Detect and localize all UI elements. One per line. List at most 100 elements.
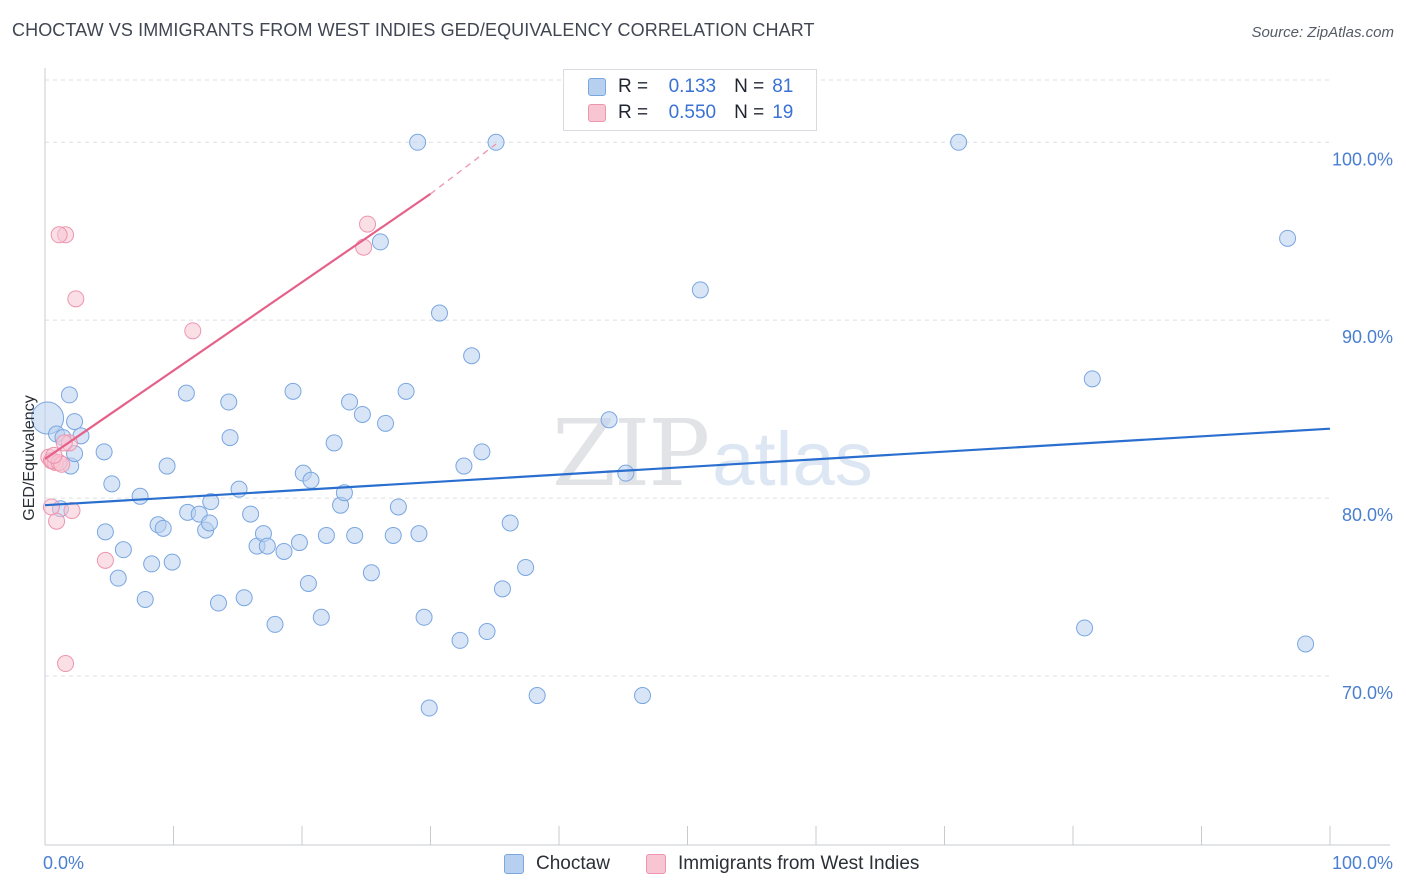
y-tick-label: 80.0% [1342, 505, 1393, 525]
west-indies-point [355, 238, 373, 256]
stats-legend: R = 0.133 N = 81 R = 0.550 N = 19 [563, 69, 817, 131]
bottom-legend-west-indies[interactable]: Immigrants from West Indies [646, 851, 919, 877]
source-credit: Source: ZipAtlas.com [1251, 24, 1394, 41]
legend-swatch-choctaw [588, 78, 606, 96]
choctaw-point [420, 699, 438, 717]
choctaw-point [517, 558, 535, 576]
bottom-legend-swatch-west-indies [646, 854, 666, 874]
choctaw-point [473, 443, 491, 461]
west-indies-point [48, 512, 66, 530]
choctaw-point [1083, 370, 1101, 388]
choctaw-trend-line [44, 427, 1331, 507]
choctaw-point [478, 623, 496, 641]
choctaw-point [353, 405, 371, 423]
choctaw-point [66, 413, 84, 431]
choctaw-point [258, 537, 276, 555]
choctaw-point [617, 464, 635, 482]
legend-r-label: R = [618, 76, 649, 97]
choctaw-point [158, 457, 176, 475]
choctaw-point [384, 526, 402, 544]
legend-n-label: N = [734, 102, 765, 123]
choctaw-point [220, 393, 238, 411]
west-indies-point [55, 434, 73, 452]
choctaw-point [209, 594, 227, 612]
west-indies-trend-extension [430, 143, 497, 195]
choctaw-point [96, 523, 114, 541]
choctaw-point [410, 525, 428, 543]
choctaw-point [341, 393, 359, 411]
choctaw-point [1076, 619, 1094, 637]
choctaw-point [362, 564, 380, 582]
choctaw-point [299, 574, 317, 592]
choctaw-point [409, 133, 427, 151]
choctaw-point [154, 519, 172, 537]
bottom-legend-swatch-choctaw [504, 854, 524, 874]
west-indies-point [67, 290, 85, 308]
choctaw-point [163, 553, 181, 571]
y-axis-title: GED/Equivalency [21, 395, 38, 520]
bottom-legend-label-choctaw: Choctaw [536, 853, 610, 874]
tick-labels: 70.0% 80.0% 90.0% 100.0% 0.0% 100.0% [43, 149, 1393, 873]
legend-n-label: N = [734, 76, 765, 97]
choctaw-point [335, 484, 353, 502]
west-indies-point [57, 655, 75, 673]
legend-r-value-choctaw: 0.133 [668, 76, 717, 97]
choctaw-point [290, 534, 308, 552]
choctaw-point [302, 471, 320, 489]
choctaw-point [325, 434, 343, 452]
choctaw-point [600, 411, 618, 429]
west-indies-trend-line [44, 192, 432, 460]
choctaw-point [493, 580, 511, 598]
y-tick-label: 70.0% [1342, 683, 1393, 703]
legend-r-label: R = [618, 102, 649, 123]
choctaw-point [430, 304, 448, 322]
choctaw-point [114, 541, 132, 559]
choctaw-point [202, 493, 220, 511]
choctaw-point [177, 384, 195, 402]
watermark-zip: ZIP [552, 400, 710, 507]
choctaw-point [691, 281, 709, 299]
legend-swatch-west-indies [588, 104, 606, 122]
legend-n-value-west-indies: 19 [772, 102, 794, 123]
choctaw-point [451, 631, 469, 649]
choctaw-point [1297, 635, 1315, 653]
choctaw-point [136, 590, 154, 608]
choctaw-point [131, 487, 149, 505]
west-indies-point [42, 498, 60, 516]
legend-row-choctaw: R = 0.133 N = 81 [588, 74, 793, 100]
data-points [31, 133, 1315, 717]
choctaw-point [109, 569, 127, 587]
choctaw-point [317, 526, 335, 544]
choctaw-point [371, 233, 389, 251]
watermark: ZIPatlas [552, 400, 873, 507]
bottom-legend-choctaw[interactable]: Choctaw [504, 851, 610, 877]
choctaw-point [103, 475, 121, 493]
choctaw-point [266, 615, 284, 633]
choctaw-point [200, 514, 218, 532]
watermark-atlas: atlas [712, 417, 873, 502]
choctaw-point [950, 133, 968, 151]
choctaw-point [463, 347, 481, 365]
west-indies-point [96, 551, 114, 569]
gridlines [45, 79, 1330, 677]
bottom-legend-label-west-indies: Immigrants from West Indies [678, 853, 920, 874]
choctaw-point [487, 133, 505, 151]
choctaw-point [346, 526, 364, 544]
choctaw-point [235, 589, 253, 607]
axes [44, 68, 1390, 846]
choctaw-point [501, 514, 519, 532]
west-indies-point [184, 322, 202, 340]
choctaw-point [455, 457, 473, 475]
legend-r-value-west-indies: 0.550 [668, 102, 717, 123]
choctaw-point [312, 608, 330, 626]
choctaw-point [60, 386, 78, 404]
y-tick-label: 90.0% [1342, 327, 1393, 347]
choctaw-point [284, 382, 302, 400]
choctaw-point [242, 505, 260, 523]
choctaw-point [528, 687, 546, 705]
chart-title: CHOCTAW VS IMMIGRANTS FROM WEST INDIES G… [12, 20, 815, 40]
x-tick-label: 0.0% [43, 853, 84, 873]
west-indies-point [45, 446, 63, 464]
choctaw-point [95, 443, 113, 461]
